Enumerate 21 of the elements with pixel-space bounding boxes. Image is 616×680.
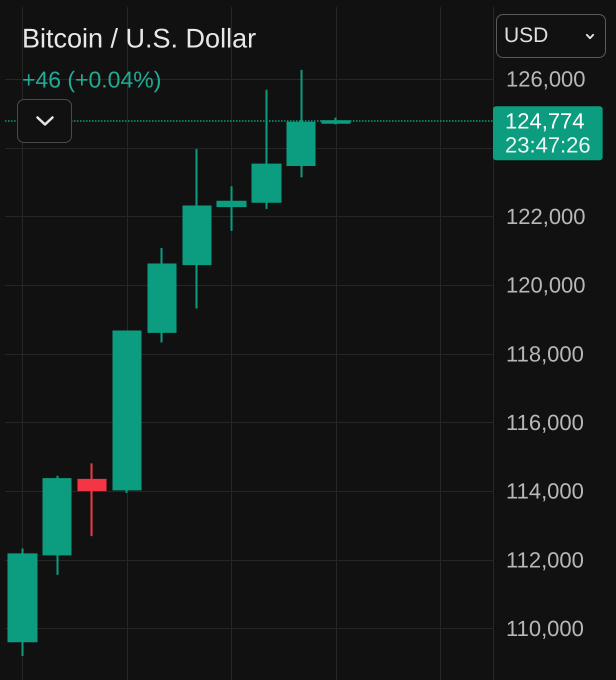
ref-line-label: 124,774: [505, 108, 585, 134]
y-axis-title: USD: [504, 24, 548, 48]
candlestick: [182, 148, 212, 310]
text: Bitcoin / U.S. Dollar: [22, 24, 256, 54]
text: +46 (+0.04%): [22, 66, 162, 92]
y-tick-label: 126,000: [506, 66, 586, 92]
y-tick-label: 120,000: [506, 272, 586, 298]
y-tick-label: 110,000: [506, 616, 584, 641]
y-tick-label: 122,000: [506, 204, 586, 229]
text: 23:47:26: [505, 132, 591, 158]
y-tick-label: 114,000: [506, 478, 584, 504]
y-tick-label: 116,000: [506, 410, 584, 435]
candlestick: [112, 329, 142, 494]
candlestick: [42, 474, 72, 576]
candlestick: [216, 185, 246, 232]
candlestick: [78, 462, 106, 538]
dropdown: USD: [496, 14, 606, 58]
candlestick: [148, 247, 176, 344]
y-tick-label: 112,000: [506, 547, 584, 572]
y-tick-label: 118,000: [506, 341, 584, 366]
candlestick: [8, 547, 38, 657]
